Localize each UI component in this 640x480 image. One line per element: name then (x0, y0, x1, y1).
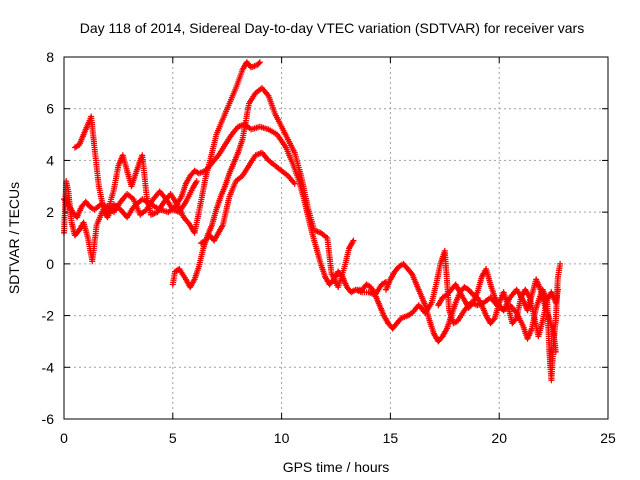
x-tick-label: 20 (491, 430, 507, 446)
data-point (256, 59, 263, 66)
series-track-h (61, 178, 200, 221)
x-tick-label: 5 (169, 430, 177, 446)
x-axis-label: GPS time / hours (283, 459, 390, 475)
x-tick-label: 10 (274, 430, 290, 446)
y-tick-label: -6 (42, 411, 55, 427)
series-track-d (198, 149, 298, 247)
grid (63, 56, 609, 420)
data-point (193, 178, 200, 185)
y-axis-label: SDTVAR / TECUs (6, 182, 22, 294)
y-tick-label: 6 (46, 101, 54, 117)
y-tick-label: -2 (42, 308, 55, 324)
series-track-g (435, 260, 564, 384)
data-point (557, 260, 564, 267)
series-track-c (169, 85, 357, 291)
data-point (255, 60, 262, 67)
data-point (291, 180, 298, 187)
y-tick-label: 2 (46, 204, 54, 220)
data-point (512, 316, 519, 323)
tick-labels: 0 5 10 15 20 25 -6 -4 -2 0 2 4 6 8 (42, 49, 616, 446)
y-tick-label: 4 (46, 152, 54, 168)
y-tick-label: 8 (46, 49, 54, 65)
x-tick-label: 15 (383, 430, 399, 446)
data-marks (61, 59, 564, 384)
x-tick-label: 25 (600, 430, 616, 446)
x-tick-label: 0 (60, 430, 68, 446)
y-tick-label: 0 (46, 256, 54, 272)
chart-title: Day 118 of 2014, Sidereal Day-to-day VTE… (80, 20, 584, 36)
data-point (350, 237, 357, 244)
plot-frame (63, 56, 609, 420)
y-tick-label: -4 (42, 359, 55, 375)
data-point (490, 316, 497, 323)
